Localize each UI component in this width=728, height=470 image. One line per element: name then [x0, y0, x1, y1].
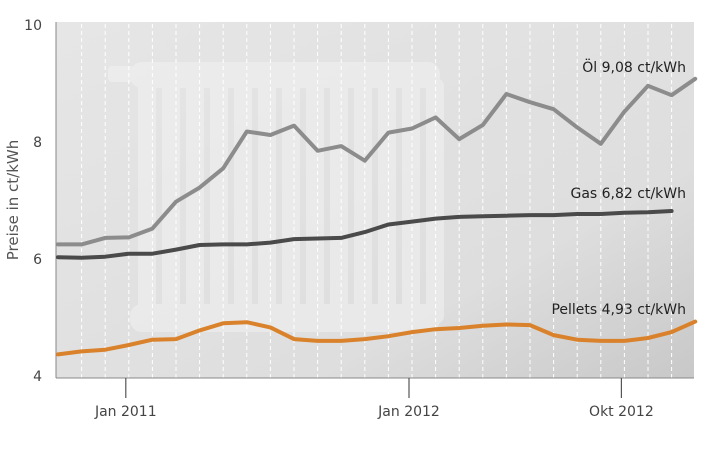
- y-tick-label: 6: [33, 252, 42, 268]
- series-line-gas: [56, 209, 674, 260]
- series-label-gas: Gas 6,82 ct/kWh: [570, 186, 686, 202]
- y-axis-title: Preise in ct/kWh: [4, 140, 22, 260]
- series-lines: [56, 76, 698, 357]
- y-tick-label: 8: [33, 135, 42, 151]
- x-tick-label: Okt 2012: [589, 404, 654, 420]
- series-line-pellets: [56, 319, 698, 357]
- series-labels: Öl 9,08 ct/kWh Gas 6,82 ct/kWh Pellets 4,9…: [551, 58, 686, 318]
- y-tick-label: 10: [24, 18, 42, 34]
- x-tick-label: Jan 2012: [377, 404, 440, 420]
- axes: 4 6 8 10 Jan 2011 Jan 2012 Okt 2012: [24, 18, 694, 420]
- y-tick-label: 4: [33, 369, 42, 385]
- series-label-oel: Öl 9,08 ct/kWh: [582, 58, 686, 76]
- x-tick-label: Jan 2011: [94, 404, 157, 420]
- series-label-pellets: Pellets 4,93 ct/kWh: [551, 302, 686, 318]
- grid-lines: [81, 24, 696, 378]
- series-line-oel: [56, 76, 698, 247]
